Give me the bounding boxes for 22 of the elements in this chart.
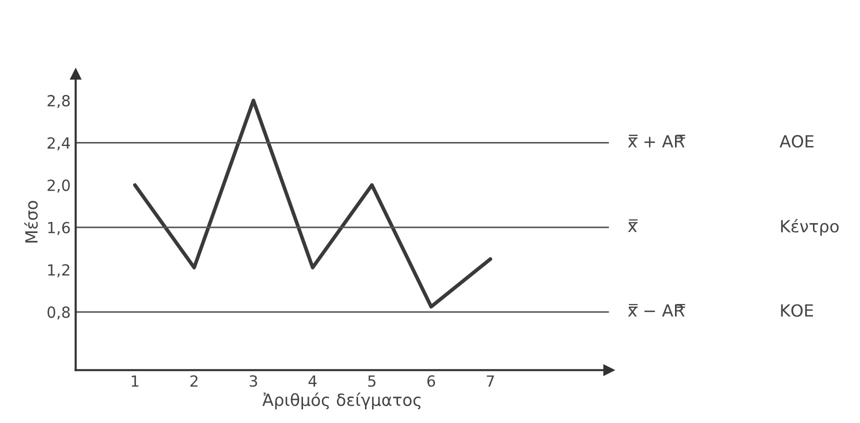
x-tick-label: 5 [368,375,376,387]
y-tick-label: 0,8 [48,306,70,320]
x-tick-label: 7 [486,375,494,387]
x-tick-label: 3 [250,375,258,387]
y-tick-label: 2,4 [48,137,70,150]
x-tick-label: 2 [190,375,198,387]
line-series [133,98,492,308]
y-tick-label: 2,8 [48,94,70,108]
text: ΑΟΕ [780,134,814,148]
y-axis-title: Μέσο [24,200,38,243]
y-tick-label: 2,0 [48,180,70,193]
x-tick-label: 6 [427,375,436,387]
ref-line-label: x̿ − AR̿ [628,304,686,317]
x-tick-label: 4 [308,375,317,387]
x-axis-title: Ἀριθμός δείγματος [262,392,421,410]
y-tick-label: 1,2 [48,264,70,278]
y-tick-label: 1,6 [48,222,70,235]
ref-line-label: x̿ + AR̿ [628,134,686,148]
text: ΚΟΕ [781,304,814,317]
x-tick-label: 1 [132,375,138,387]
text: Κέντρο [781,218,839,236]
ref-line-label: x̿ [628,219,638,232]
